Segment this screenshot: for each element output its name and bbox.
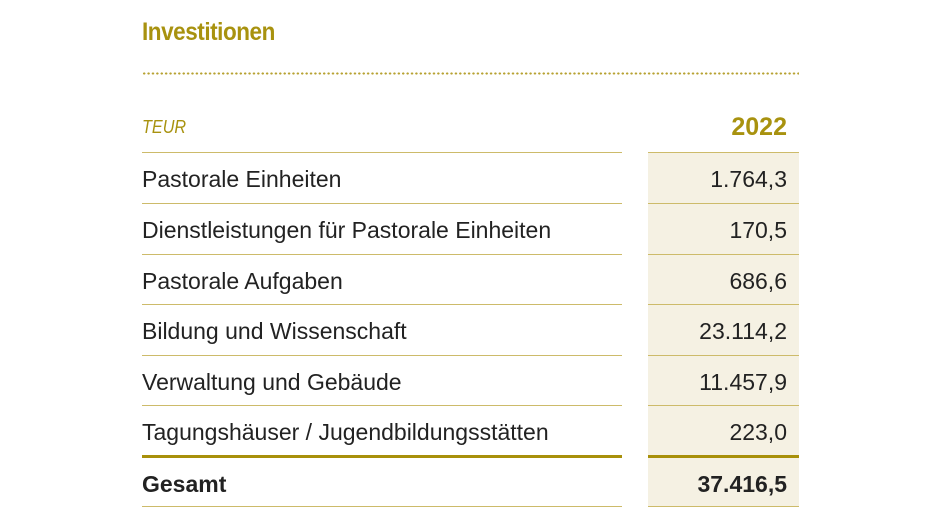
row-label: Pastorale Aufgaben bbox=[142, 254, 622, 305]
total-value: 37.416,5 bbox=[648, 455, 799, 508]
value-column-background bbox=[648, 152, 799, 507]
year-header: 2022 bbox=[731, 113, 787, 141]
unit-label: TEUR bbox=[142, 117, 187, 137]
table-row: Dienstleistungen für Pastorale Einheiten… bbox=[142, 203, 799, 253]
row-value: 11.457,9 bbox=[648, 355, 799, 406]
row-label: Dienstleistungen für Pastorale Einheiten bbox=[142, 203, 622, 254]
table-row: Verwaltung und Gebäude 11.457,9 bbox=[142, 355, 799, 405]
row-label: Tagungshäuser / Jugendbildungsstätten bbox=[142, 405, 622, 456]
row-label: Bildung und Wissenschaft bbox=[142, 304, 622, 355]
row-value: 1.764,3 bbox=[648, 152, 799, 203]
dotted-divider bbox=[142, 72, 799, 75]
row-value: 686,6 bbox=[648, 254, 799, 305]
table-row: Pastorale Aufgaben 686,6 bbox=[142, 254, 799, 304]
page-title: Investitionen bbox=[142, 18, 275, 46]
table-row: Bildung und Wissenschaft 23.114,2 bbox=[142, 304, 799, 354]
total-label: Gesamt bbox=[142, 455, 622, 508]
total-row: Gesamt 37.416,5 bbox=[142, 455, 799, 505]
row-value: 23.114,2 bbox=[648, 304, 799, 355]
row-label: Verwaltung und Gebäude bbox=[142, 355, 622, 406]
table-row: Pastorale Einheiten 1.764,3 bbox=[142, 152, 799, 202]
row-label: Pastorale Einheiten bbox=[142, 152, 622, 203]
row-value: 170,5 bbox=[648, 203, 799, 254]
table-row: Tagungshäuser / Jugendbildungsstätten 223… bbox=[142, 405, 799, 455]
row-value: 223,0 bbox=[648, 405, 799, 456]
table-bottom-rule bbox=[142, 506, 622, 507]
table-bottom-rule bbox=[648, 506, 799, 507]
